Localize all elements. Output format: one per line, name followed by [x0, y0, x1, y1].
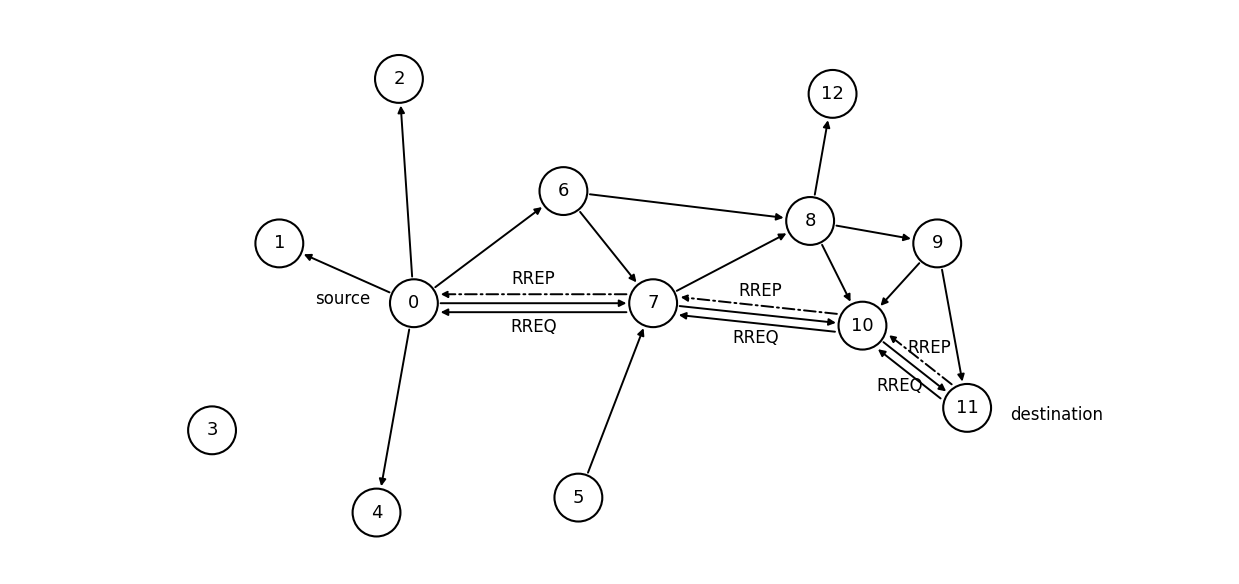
Circle shape: [629, 279, 676, 327]
Text: source: source: [315, 290, 370, 308]
Text: 12: 12: [821, 85, 844, 103]
Text: 10: 10: [851, 317, 873, 335]
Text: 6: 6: [558, 182, 569, 200]
Circle shape: [943, 384, 991, 432]
Text: RREQ: RREQ: [732, 329, 778, 347]
Circle shape: [390, 279, 437, 327]
Circle shape: [839, 302, 886, 350]
Text: 4: 4: [370, 503, 383, 522]
Text: 1: 1: [274, 234, 285, 252]
Text: destination: destination: [1010, 406, 1104, 425]
Text: RREQ: RREQ: [510, 318, 556, 336]
Circle shape: [255, 220, 304, 267]
Text: RREP: RREP: [738, 281, 782, 300]
Circle shape: [913, 220, 961, 267]
Circle shape: [353, 489, 400, 537]
Text: 7: 7: [648, 294, 659, 312]
Circle shape: [188, 406, 235, 454]
Text: 8: 8: [804, 212, 815, 230]
Circle shape: [787, 197, 834, 245]
Circle shape: [539, 167, 587, 215]
Text: 11: 11: [955, 399, 979, 417]
Circle shape: [809, 70, 856, 118]
Circle shape: [555, 474, 602, 522]
Text: 9: 9: [932, 234, 943, 252]
Text: 2: 2: [393, 70, 405, 88]
Text: RREP: RREP: [512, 270, 555, 288]
Text: 5: 5: [572, 489, 584, 506]
Text: 3: 3: [207, 421, 218, 439]
Text: RREQ: RREQ: [877, 377, 923, 395]
Text: RREP: RREP: [908, 339, 952, 357]
Text: 0: 0: [409, 294, 420, 312]
Circle shape: [375, 55, 422, 103]
